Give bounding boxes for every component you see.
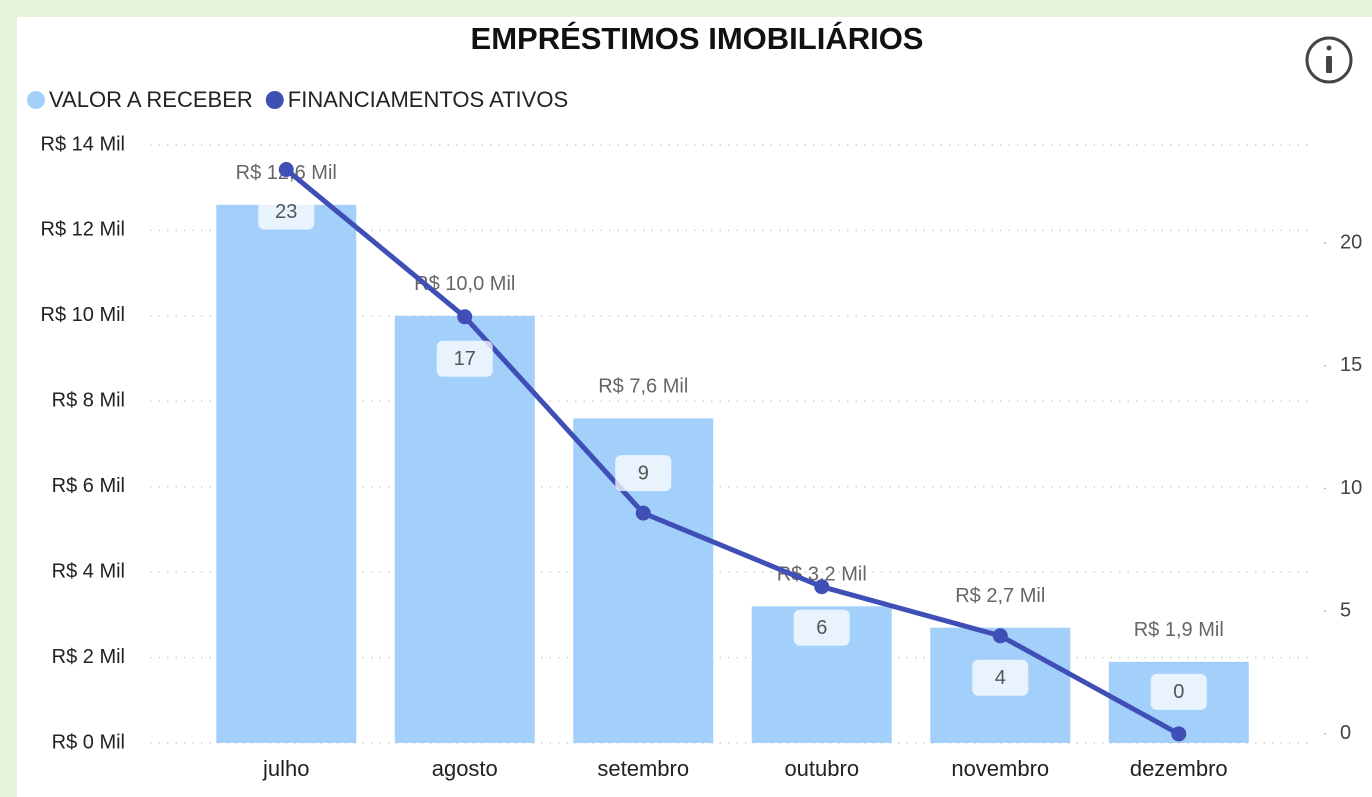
line-label-box xyxy=(258,193,315,230)
bar xyxy=(394,315,535,743)
y2-tick-mark xyxy=(1324,487,1326,490)
y2-tick-label: 20 xyxy=(1340,231,1362,253)
y2-tick-mark xyxy=(1324,610,1326,613)
y2-tick-label: 0 xyxy=(1340,722,1351,744)
line-label-box xyxy=(793,609,850,646)
line xyxy=(284,167,1180,737)
y2-tick-mark xyxy=(1324,242,1326,245)
x-tick-label: outubro xyxy=(784,756,859,781)
line-value-label: 6 xyxy=(816,617,827,639)
bar-value-label: R$ 10,0 Mil xyxy=(414,273,515,295)
x-tick-label: dezembro xyxy=(1130,756,1228,781)
line-value-label: 17 xyxy=(454,348,476,370)
legend-label: FINANCIAMENTOS ATIVOS xyxy=(288,87,568,112)
legend-label: VALOR A RECEBER xyxy=(49,87,253,112)
chart-title: EMPRÉSTIMOS IMOBILIÁRIOS xyxy=(471,21,924,56)
line-point xyxy=(992,628,1008,644)
line-value-label: 0 xyxy=(1173,681,1184,703)
line-label-box xyxy=(1150,673,1207,710)
info-icon[interactable] xyxy=(1305,36,1353,84)
line-value-label: 4 xyxy=(995,667,1006,689)
x-tick-label: setembro xyxy=(597,756,689,781)
visual-panel: EMPRÉSTIMOS IMOBILIÁRIOS VALOR A RECEBER… xyxy=(17,17,1372,797)
y-tick-label: R$ 12 Mil xyxy=(41,219,125,241)
bar xyxy=(216,204,357,744)
line-value-label: 23 xyxy=(275,201,297,223)
bar-value-label: R$ 2,7 Mil xyxy=(955,585,1045,607)
y-tick-label: R$ 10 Mil xyxy=(41,304,125,326)
line-point xyxy=(814,579,830,595)
line-label-box xyxy=(436,340,493,377)
y2-tick-mark xyxy=(1324,732,1326,735)
line-point xyxy=(635,505,651,521)
line-point xyxy=(457,309,473,325)
line-label-box xyxy=(615,455,672,492)
line-label-box xyxy=(972,659,1029,696)
y2-tick-mark xyxy=(1324,364,1326,367)
x-tick-label: novembro xyxy=(951,756,1049,781)
line-point xyxy=(278,162,294,178)
chart: EMPRÉSTIMOS IMOBILIÁRIOS VALOR A RECEBER… xyxy=(27,21,1362,781)
y-tick-label: R$ 0 Mil xyxy=(52,731,125,753)
y-tick-label: R$ 6 Mil xyxy=(52,475,125,497)
y-tick-label: R$ 8 Mil xyxy=(52,390,125,412)
y2-tick-label: 5 xyxy=(1340,600,1351,622)
y2-tick-label: 10 xyxy=(1340,477,1362,499)
x-tick-label: julho xyxy=(262,756,309,781)
y2-tick-label: 15 xyxy=(1340,354,1362,376)
line-value-label: 9 xyxy=(638,462,649,484)
legend-marker xyxy=(27,91,45,109)
y-tick-label: R$ 14 Mil xyxy=(41,133,125,155)
legend-marker xyxy=(265,91,284,109)
x-tick-label: agosto xyxy=(432,756,498,781)
line-point xyxy=(1171,726,1187,742)
bar-value-label: R$ 1,9 Mil xyxy=(1134,619,1224,641)
y-tick-label: R$ 4 Mil xyxy=(52,560,125,582)
bar-value-label: R$ 7,6 Mil xyxy=(598,376,688,398)
y-tick-label: R$ 2 Mil xyxy=(52,646,125,668)
